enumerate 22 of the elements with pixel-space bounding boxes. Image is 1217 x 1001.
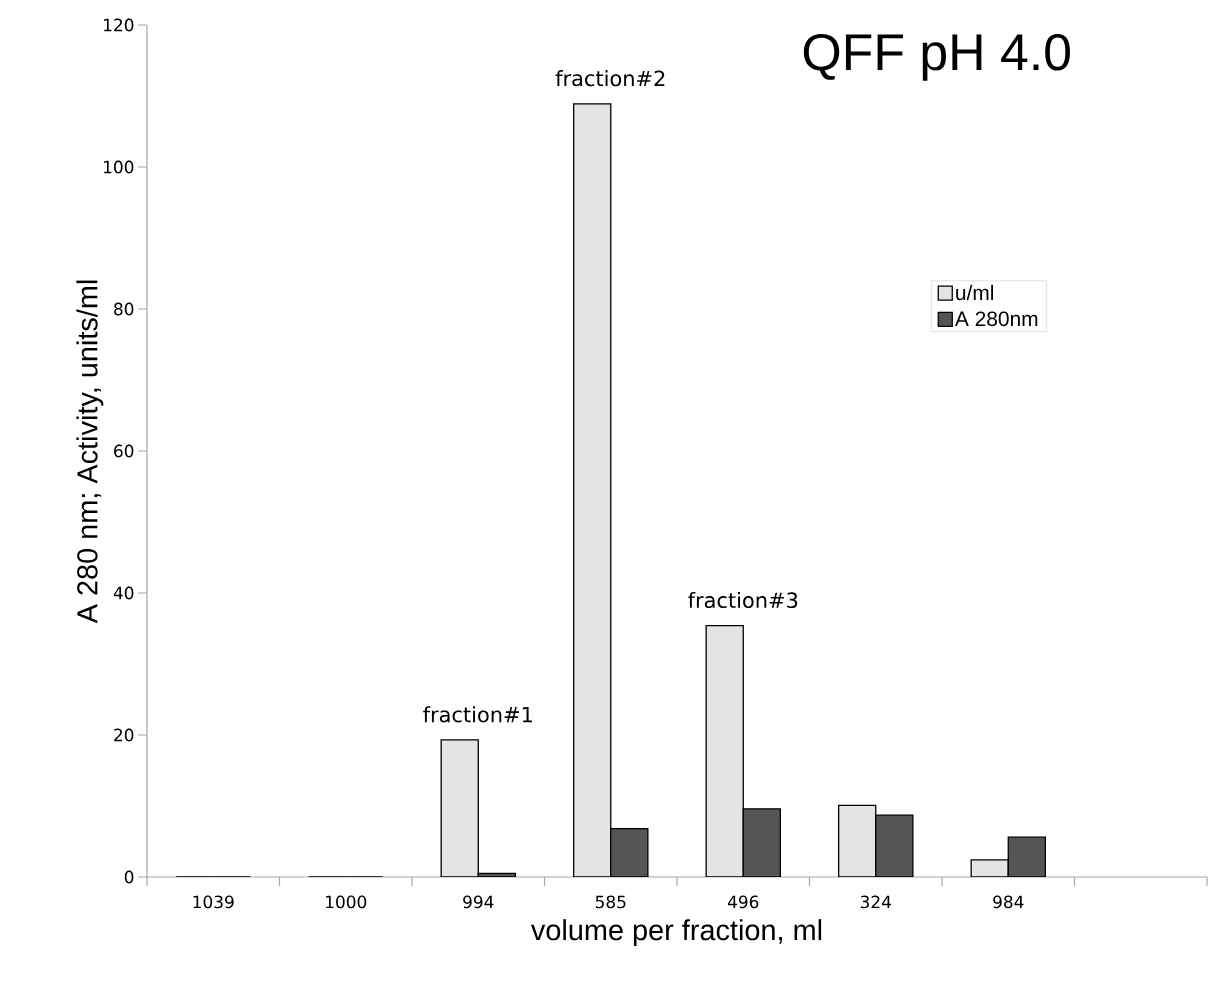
x-tick-label: 324: [860, 895, 891, 909]
x-tick-label: 1039: [193, 895, 234, 909]
annotation: fraction#3: [688, 591, 798, 609]
y-tick-label: 0: [124, 870, 134, 884]
y-tick-label: 40: [113, 586, 134, 600]
y-tick-label: 80: [114, 302, 134, 316]
legend-label: A 280nm: [954, 311, 1038, 327]
annotation: fraction#2: [555, 70, 665, 87]
annotation: fraction#1: [423, 706, 532, 723]
y-axis-title: A 280 nm; Activity, units/ml: [76, 280, 104, 624]
y-tick-label: 100: [104, 160, 134, 174]
x-tick-label: 585: [595, 895, 626, 909]
y-tick-label: 20: [114, 728, 134, 742]
y-tick-label: 60: [114, 444, 134, 458]
x-axis-title: volume per fraction, ml: [530, 919, 822, 947]
chart-title: QFF pH 4.0: [803, 33, 1070, 81]
x-tick-label: 994: [463, 895, 494, 909]
legend-label: u/ml: [956, 284, 994, 301]
x-tick-label: 1000: [326, 895, 367, 909]
x-tick-label: 496: [727, 895, 759, 909]
y-tick-label: 120: [104, 18, 134, 32]
x-tick-label: 984: [993, 895, 1024, 909]
